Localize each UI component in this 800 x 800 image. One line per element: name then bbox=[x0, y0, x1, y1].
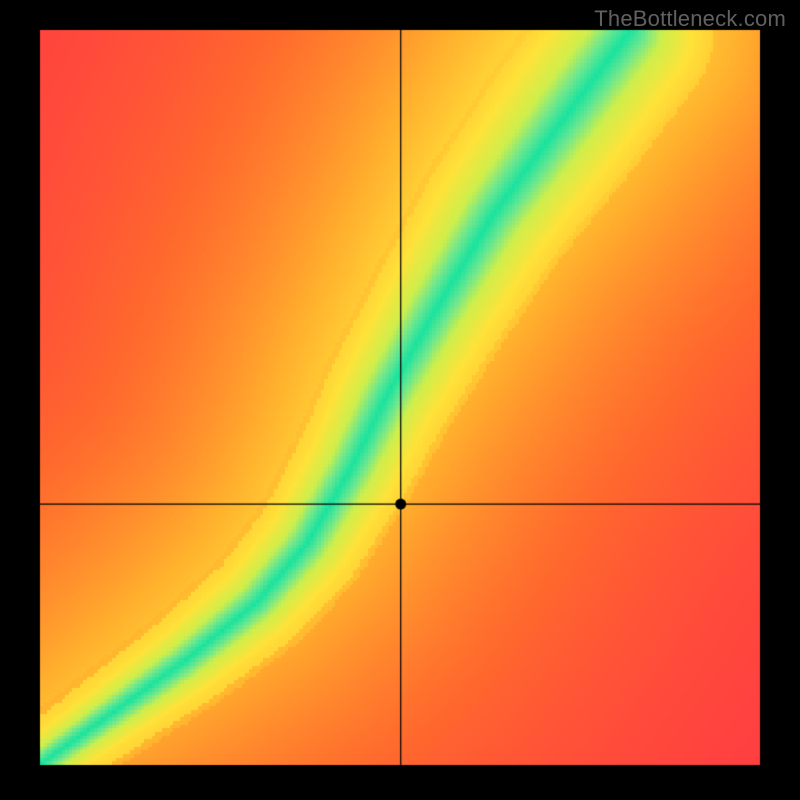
bottleneck-heatmap-canvas bbox=[0, 0, 800, 800]
chart-container: TheBottleneck.com bbox=[0, 0, 800, 800]
watermark-label: TheBottleneck.com bbox=[594, 6, 786, 32]
